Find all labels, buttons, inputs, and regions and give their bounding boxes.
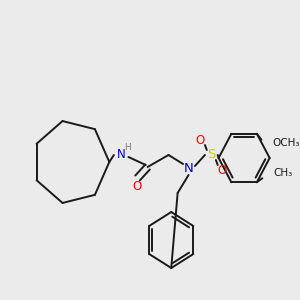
Text: O: O — [196, 134, 205, 146]
Text: N: N — [117, 148, 125, 161]
Text: OCH₃: OCH₃ — [272, 138, 300, 148]
Text: N: N — [184, 161, 194, 175]
Text: O: O — [218, 164, 227, 176]
Text: CH₃: CH₃ — [273, 168, 292, 178]
Text: S: S — [207, 148, 215, 161]
Text: O: O — [132, 179, 141, 193]
Text: H: H — [124, 143, 131, 152]
